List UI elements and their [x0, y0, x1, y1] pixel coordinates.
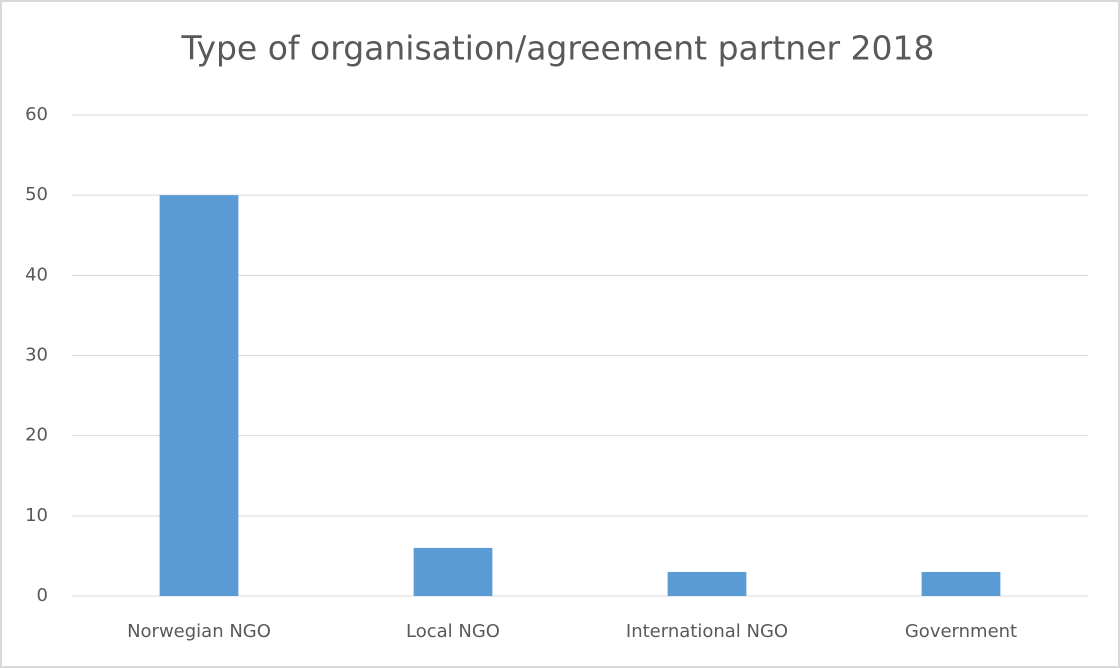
- bar: [921, 571, 1001, 596]
- y-tick-label: 20: [25, 425, 48, 446]
- y-tick-label: 60: [25, 104, 48, 125]
- y-tick-label: 40: [25, 264, 48, 285]
- x-tick-label: Local NGO: [406, 621, 500, 642]
- y-tick-label: 0: [37, 585, 48, 606]
- bar: [413, 547, 493, 596]
- y-tick-label: 10: [25, 505, 48, 526]
- x-tick-label: Norwegian NGO: [127, 621, 271, 642]
- x-tick-label: Government: [905, 621, 1017, 642]
- x-tick-label: International NGO: [626, 621, 788, 642]
- bar: [159, 195, 239, 596]
- bar: [667, 571, 747, 596]
- y-tick-label: 50: [25, 184, 48, 205]
- y-tick-label: 30: [25, 345, 48, 366]
- chart-title: Type of organisation/agreement partner 2…: [180, 29, 934, 68]
